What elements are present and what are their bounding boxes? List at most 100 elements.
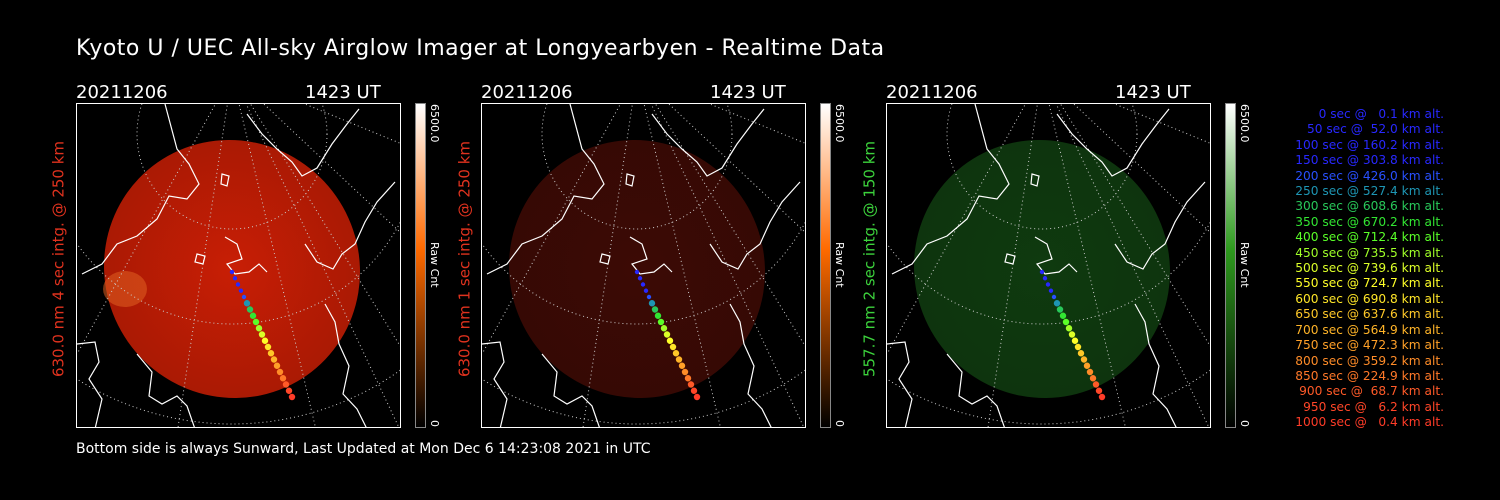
- longitude-line: [708, 104, 805, 144]
- longitude-line: [643, 104, 721, 427]
- panel-1-colorbar: [415, 103, 426, 428]
- longitude-line: [238, 104, 316, 427]
- longitude-line: [987, 104, 1038, 427]
- longitude-line: [482, 104, 621, 355]
- coastline: [224, 236, 268, 275]
- legend-row: 300 sec @ 608.6 km alt.: [1295, 199, 1444, 214]
- bright-region: [103, 271, 147, 307]
- latitude-circle: [946, 104, 1138, 230]
- legend-row: 250 sec @ 527.4 km alt.: [1295, 184, 1444, 199]
- coastline: [1034, 236, 1078, 275]
- legend-row: 500 sec @ 739.6 km alt.: [1295, 261, 1444, 276]
- trajectory-point: [261, 337, 269, 344]
- trajectory-point: [270, 356, 278, 363]
- legend-row: 150 sec @ 303.8 km alt.: [1295, 153, 1444, 168]
- panel-3-skymap: [886, 103, 1211, 428]
- trajectory-point: [654, 312, 662, 319]
- panel-1-time: 1423 UT: [305, 82, 381, 103]
- trajectory-point: [1089, 375, 1097, 382]
- legend-row: 350 sec @ 670.2 km alt.: [1295, 214, 1444, 229]
- coastline: [1056, 108, 1170, 177]
- coastline: [1114, 181, 1206, 270]
- coastline: [891, 104, 1010, 275]
- legend-row: 550 sec @ 724.7 km alt.: [1295, 276, 1444, 291]
- legend-row: 100 sec @ 160.2 km alt.: [1295, 137, 1444, 152]
- trajectory-point: [288, 393, 296, 401]
- panel-3-time: 1423 UT: [1115, 82, 1191, 103]
- trajectory-point: [229, 269, 235, 275]
- trajectory-point: [634, 269, 640, 275]
- trajectory-point: [660, 325, 668, 332]
- legend-row: 50 sec @ 52.0 km alt.: [1306, 122, 1444, 137]
- trajectory-point: [258, 331, 266, 338]
- trajectory-point: [1074, 343, 1082, 351]
- trajectory-point: [279, 375, 287, 382]
- panel-2-colorbar-min: 0: [833, 420, 846, 427]
- trajectory-point: [693, 393, 701, 401]
- trajectory-point: [675, 356, 683, 363]
- trajectory-point: [1042, 276, 1048, 281]
- coastline: [324, 303, 367, 427]
- panel-3-colorbar-max: 6500.0: [1238, 104, 1251, 143]
- footer-note: Bottom side is always Sunward, Last Upda…: [76, 441, 651, 457]
- panel-1-colorbar-unit: Raw Cnt: [428, 242, 441, 288]
- longitude-line: [303, 104, 400, 144]
- trajectory-point: [663, 331, 671, 338]
- trajectory-point: [267, 350, 275, 357]
- coastline: [136, 353, 195, 427]
- trajectory-point: [243, 300, 251, 307]
- coastline: [1004, 253, 1016, 265]
- longitude-line: [1048, 104, 1126, 427]
- trajectory-point: [1039, 269, 1045, 275]
- latitude-circle: [541, 104, 733, 230]
- legend-row: 950 sec @ 6.2 km alt.: [1303, 399, 1444, 414]
- panel-3-date: 20211206: [886, 82, 978, 103]
- trajectory-point: [643, 288, 649, 293]
- longitude-line: [582, 104, 633, 427]
- coastline: [482, 341, 508, 427]
- trajectory-point: [1059, 312, 1067, 319]
- trajectory-point: [648, 300, 656, 307]
- coastline: [541, 353, 600, 427]
- coastline: [599, 253, 611, 265]
- coastline: [220, 173, 230, 187]
- skymap-svg: [77, 104, 400, 427]
- legend-row: 750 sec @ 472.3 km alt.: [1295, 338, 1444, 353]
- trajectory-point: [690, 387, 698, 394]
- trajectory-point: [252, 318, 260, 326]
- trajectory-point: [282, 381, 290, 388]
- trajectory-point: [264, 343, 272, 351]
- coastline: [304, 181, 396, 270]
- panel-3-side-label: 557.7 nm 2 sec intg. @ 150 km: [860, 140, 879, 378]
- airglow-image: [914, 139, 1170, 399]
- trajectory-point: [1068, 331, 1076, 338]
- trajectory-point: [1065, 325, 1073, 332]
- trajectory-legend: 0 sec @ 0.1 km alt. 50 sec @ 52.0 km alt.…: [1262, 107, 1444, 431]
- panel-1-colorbar-min: 0: [428, 420, 441, 427]
- panel-1-side-label: 630.0 nm 4 sec intg. @ 250 km: [49, 140, 68, 378]
- trajectory-point: [1080, 356, 1088, 363]
- trajectory-point: [1045, 282, 1051, 287]
- coastline: [651, 108, 765, 177]
- longitude-line: [263, 104, 400, 233]
- coastline: [1030, 173, 1040, 187]
- coastline: [625, 173, 635, 187]
- legend-row: 850 sec @ 224.9 km alt.: [1295, 368, 1444, 383]
- trajectory-point: [640, 282, 646, 287]
- trajectory-point: [241, 294, 247, 300]
- trajectory-point: [687, 381, 695, 388]
- trajectory-point: [238, 288, 244, 293]
- coastline: [81, 104, 200, 275]
- trajectory-point: [1062, 318, 1070, 326]
- trajectory-point: [1095, 387, 1103, 394]
- trajectory-point: [235, 282, 241, 287]
- trajectory-point: [1083, 362, 1091, 369]
- panel-2-colorbar: [820, 103, 831, 428]
- coastline: [1134, 303, 1177, 427]
- coastline: [729, 303, 772, 427]
- trajectory-point: [1056, 306, 1064, 313]
- trajectory-point: [1092, 381, 1100, 388]
- trajectory-point: [1071, 337, 1079, 344]
- panel-1-colorbar-max: 6500.0: [428, 104, 441, 143]
- longitude-line: [887, 104, 1026, 355]
